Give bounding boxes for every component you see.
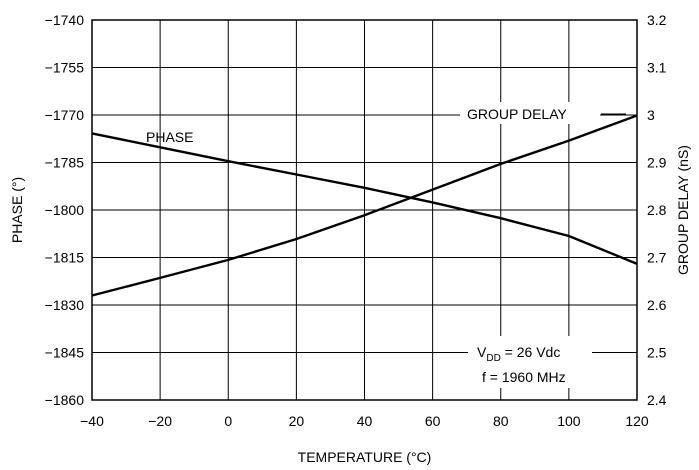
right-y-tick-label: 2.7: [647, 250, 667, 266]
left-y-tick-label: −1770: [45, 107, 85, 123]
left-y-tick-label: −1740: [45, 12, 85, 28]
plot-frame: [91, 19, 638, 401]
right-y-tick-label: 2.8: [647, 202, 667, 218]
right-y-tick-label: 2.9: [647, 155, 667, 171]
conditions-box-bg: [468, 336, 592, 388]
x-tick-label: 100: [557, 413, 581, 429]
left-y-tick-labels: −1740 −1755 −1770 −1785 −1800 −1815 −1830 −1845…: [45, 12, 85, 408]
x-tick-label: 120: [625, 413, 649, 429]
left-y-tick-label: −1755: [45, 60, 85, 76]
vdd-subscript: DD: [486, 353, 500, 364]
group-delay-label-bg: [460, 102, 600, 124]
x-tick-label: 0: [224, 413, 232, 429]
vdd-symbol: V: [477, 344, 487, 360]
right-y-tick-label: 2.4: [647, 392, 667, 408]
right-y-tick-label: 3.2: [647, 12, 667, 28]
right-y-tick-label: 2.6: [647, 297, 667, 313]
right-y-tick-label: 2.5: [647, 345, 667, 361]
right-y-axis-title: GROUP DELAY (nS): [675, 145, 691, 275]
x-tick-label: −40: [80, 413, 104, 429]
x-tick-label: −20: [148, 413, 172, 429]
vdd-value: = 26 Vdc: [501, 344, 561, 360]
left-y-tick-label: −1860: [45, 392, 85, 408]
series-layer: [91, 114, 638, 297]
x-tick-label: 40: [357, 413, 373, 429]
left-y-tick-label: −1815: [45, 250, 85, 266]
right-y-tick-label: 3: [647, 107, 655, 123]
right-y-tick-label: 3.1: [647, 60, 667, 76]
phase-label: PHASE: [146, 129, 193, 145]
left-y-tick-label: −1845: [45, 345, 85, 361]
left-y-tick-label: −1800: [45, 202, 85, 218]
x-tick-label: 60: [425, 413, 441, 429]
right-y-tick-labels: 3.2 3.1 3 2.9 2.8 2.7 2.6 2.5 2.4: [647, 12, 667, 408]
left-y-tick-label: −1785: [45, 155, 85, 171]
x-tick-label: 20: [289, 413, 305, 429]
group-delay-label: GROUP DELAY: [467, 106, 568, 122]
x-axis-title: TEMPERATURE (°C): [298, 449, 432, 465]
left-y-tick-label: −1830: [45, 297, 85, 313]
group-delay-line: [91, 114, 638, 297]
vdd-annotation: VDD = 26 Vdc: [477, 344, 560, 364]
x-tick-labels: −40 −20 0 20 40 60 80 100 120: [80, 413, 649, 429]
left-y-axis-title: PHASE (°): [9, 177, 25, 243]
phase-line: [91, 132, 638, 265]
freq-annotation: f = 1960 MHz: [482, 369, 566, 385]
x-tick-label: 80: [493, 413, 509, 429]
